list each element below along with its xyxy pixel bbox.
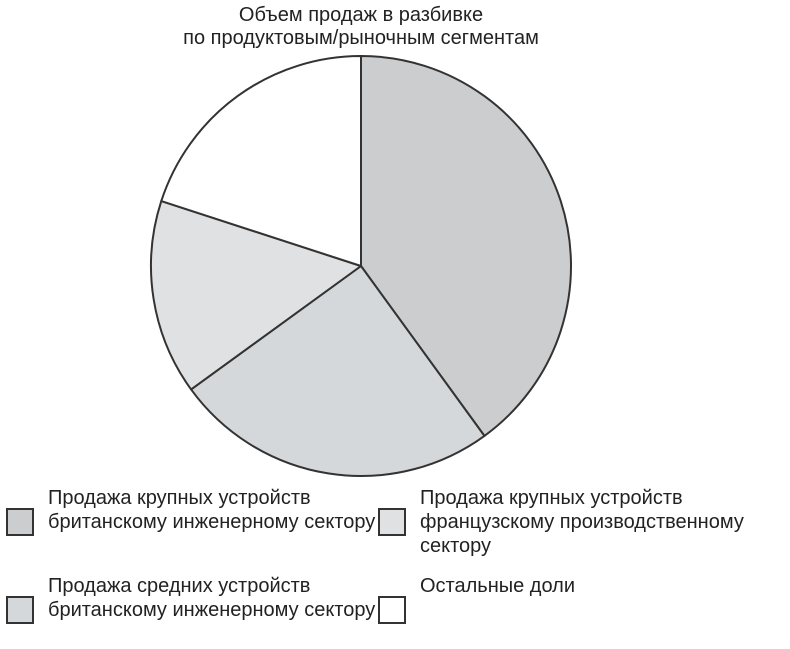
title-line-2: по продуктовым/рыночным сегментам xyxy=(183,27,539,49)
title-line-1: Объем продаж в разбивке xyxy=(238,4,484,26)
legend-label: Продажа крупных устройств британскому ин… xyxy=(48,487,376,533)
legend-item-medium-uk: Продажа средних устройств британскому ин… xyxy=(6,574,378,624)
legend-item-other: Остальные доли xyxy=(378,574,750,624)
legend-swatch xyxy=(378,596,406,624)
legend-swatch xyxy=(6,596,34,624)
legend-item-large-fr: Продажа крупных устройств французскому п… xyxy=(378,486,790,558)
pie-slice-1 xyxy=(190,265,486,477)
legend-swatch xyxy=(378,508,406,536)
legend-label: Остальные доли xyxy=(420,575,575,597)
pie-slice-0 xyxy=(360,55,572,437)
chart-title: Объем продаж в разбивке по продуктовым/р… xyxy=(0,4,722,50)
legend-item-large-uk: Продажа крупных устройств британскому ин… xyxy=(6,486,378,536)
legend-label: Продажа средних устройств британскому ин… xyxy=(48,575,376,621)
pie-slice-2 xyxy=(150,200,362,391)
pie-slice-3 xyxy=(160,55,362,267)
legend-label: Продажа крупных устройств французскому п… xyxy=(420,487,744,557)
legend-swatch xyxy=(6,508,34,536)
